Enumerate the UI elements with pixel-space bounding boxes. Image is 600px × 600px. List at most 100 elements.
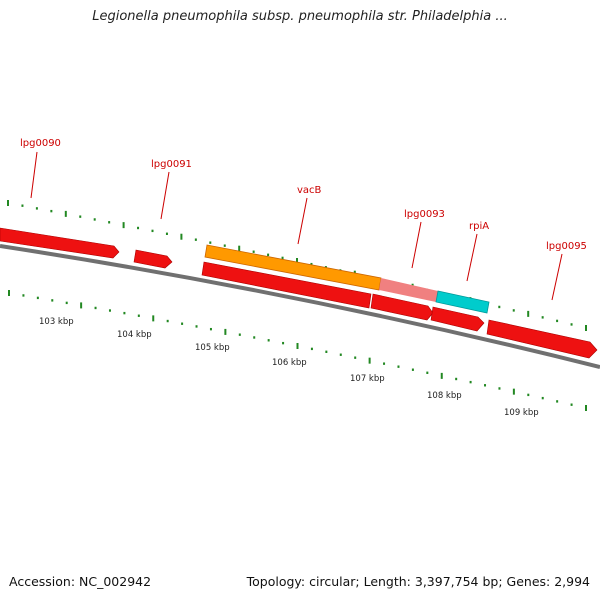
inner-ring-tick <box>108 309 111 312</box>
inner-ring-tick <box>440 372 443 379</box>
leader-lpg0093 <box>411 221 422 269</box>
outer-ring-tick <box>267 253 270 256</box>
kbp-label-104: 104 kbp <box>117 330 152 340</box>
inner-ring-tick <box>383 362 386 365</box>
cds-arrow-lpg0093[interactable] <box>370 293 434 321</box>
inner-ring-tick <box>195 325 198 328</box>
outer-ring-tick <box>498 305 501 309</box>
leader-lpg0091 <box>160 171 170 220</box>
cds-arrow-lpg0090[interactable] <box>0 227 120 259</box>
gene-label-lpg0093[interactable]: lpg0093 <box>404 209 445 220</box>
inner-ring-tick <box>253 336 256 339</box>
gene-label-rpiA[interactable]: rpiA <box>469 221 489 232</box>
inner-ring-tick <box>267 339 270 342</box>
inner-ring-tick <box>181 322 184 325</box>
inner-ring-tick <box>585 405 587 411</box>
kbp-label-103: 103 kbp <box>39 317 74 327</box>
outer-ring-tick <box>512 309 515 312</box>
inner-ring-tick <box>282 341 285 345</box>
highlight-features <box>204 244 490 314</box>
outer-ring-tick <box>180 233 183 240</box>
outer-ring-tick <box>570 323 573 326</box>
inner-ring-tick <box>296 343 299 349</box>
outer-ring-tick <box>137 226 140 230</box>
kbp-label-106: 106 kbp <box>272 358 307 368</box>
outer-ring-tick <box>252 250 255 253</box>
kbp-scale-labels: 103 kbp 104 kbp 105 kbp 106 kbp 107 kbp … <box>39 317 539 418</box>
kbp-label-107: 107 kbp <box>350 374 385 384</box>
inner-ring-tick <box>65 301 68 305</box>
inner-ring-tick <box>556 400 559 403</box>
gene-label-vacB[interactable]: vacB <box>297 185 322 196</box>
outer-ring-tick <box>209 241 212 244</box>
outer-ring-tick <box>541 316 544 319</box>
inner-ring-tick <box>51 299 54 302</box>
kbp-label-105: 105 kbp <box>195 343 230 353</box>
inner-ring-tick <box>80 302 83 309</box>
gene-label-lpg0091[interactable]: lpg0091 <box>151 159 192 170</box>
outer-ring-tick <box>238 245 241 252</box>
outer-ring-tick <box>585 325 587 331</box>
inner-ring-tick <box>22 294 25 297</box>
inner-ring-tick <box>123 311 126 315</box>
outer-ring-tick <box>151 229 154 233</box>
inner-ring-tick <box>426 371 429 374</box>
outer-ring-tick <box>556 319 559 323</box>
outer-ring-tick <box>194 238 197 241</box>
cds-arrow-vacB[interactable] <box>201 261 372 309</box>
leader-rpiA <box>466 233 478 282</box>
outer-ring-tick <box>7 200 9 206</box>
inner-ring-tick <box>455 377 458 381</box>
outer-ring-tick <box>296 258 298 264</box>
rpiA-feature-bar[interactable] <box>435 290 490 314</box>
inner-ring-tick <box>368 357 371 364</box>
outer-ring-tick <box>310 262 313 266</box>
inner-ring-tick <box>397 365 400 368</box>
inner-ring-tick <box>469 380 472 384</box>
gene-labels: lpg0090 lpg0091 vacB lpg0093 rpiA lpg009… <box>20 138 587 252</box>
leader-lpg0090 <box>30 151 38 199</box>
inner-ring-tick <box>325 350 328 353</box>
inner-ring-tick <box>498 387 501 390</box>
outer-ring-tick <box>122 222 125 229</box>
outer-ring-tick <box>108 221 111 224</box>
inner-ring-tick <box>224 328 227 335</box>
gene-label-leaders <box>30 151 563 301</box>
outer-ring-tick <box>223 244 226 247</box>
gene-label-lpg0095[interactable]: lpg0095 <box>546 241 587 252</box>
cds-arrow-rpiA[interactable] <box>430 306 485 332</box>
inner-tick-ring <box>8 290 587 411</box>
inner-ring-tick <box>512 388 515 395</box>
outer-ring-tick <box>79 215 82 218</box>
inner-ring-tick <box>570 403 573 406</box>
accession-text: Accession: NC_002942 <box>9 574 152 589</box>
inner-ring-tick <box>527 393 530 397</box>
inner-ring-tick <box>137 314 140 317</box>
cds-arrows <box>0 227 598 359</box>
inner-ring-tick <box>541 396 544 400</box>
kbp-label-108: 108 kbp <box>427 391 462 401</box>
outer-ring-tick <box>35 207 38 210</box>
gene-label-lpg0090[interactable]: lpg0090 <box>20 138 61 149</box>
inner-ring-tick <box>8 290 10 296</box>
cds-arrow-lpg0091[interactable] <box>133 249 173 269</box>
outer-ring-tick <box>93 218 96 221</box>
leader-vacB <box>297 197 308 245</box>
inner-ring-tick <box>152 315 155 322</box>
outer-ring-tick <box>165 232 168 235</box>
leader-lpg0095 <box>551 253 563 301</box>
pseudo-feature-bar[interactable] <box>379 278 438 302</box>
cds-arrow-lpg0095[interactable] <box>486 319 598 359</box>
map-title: Legionella pneumophila subsp. pneumophil… <box>92 9 508 24</box>
kbp-label-109: 109 kbp <box>504 408 539 418</box>
outer-ring-tick <box>21 204 24 207</box>
outer-ring-tick <box>50 209 53 213</box>
inner-ring-tick <box>354 356 357 359</box>
inner-ring-tick <box>484 384 487 387</box>
inner-ring-tick <box>36 296 39 300</box>
inner-ring-tick <box>310 347 313 351</box>
outer-ring-tick <box>64 210 67 217</box>
genome-stats-text: Topology: circular; Length: 3,397,754 bp… <box>246 574 590 589</box>
outer-ring-tick <box>281 256 284 260</box>
